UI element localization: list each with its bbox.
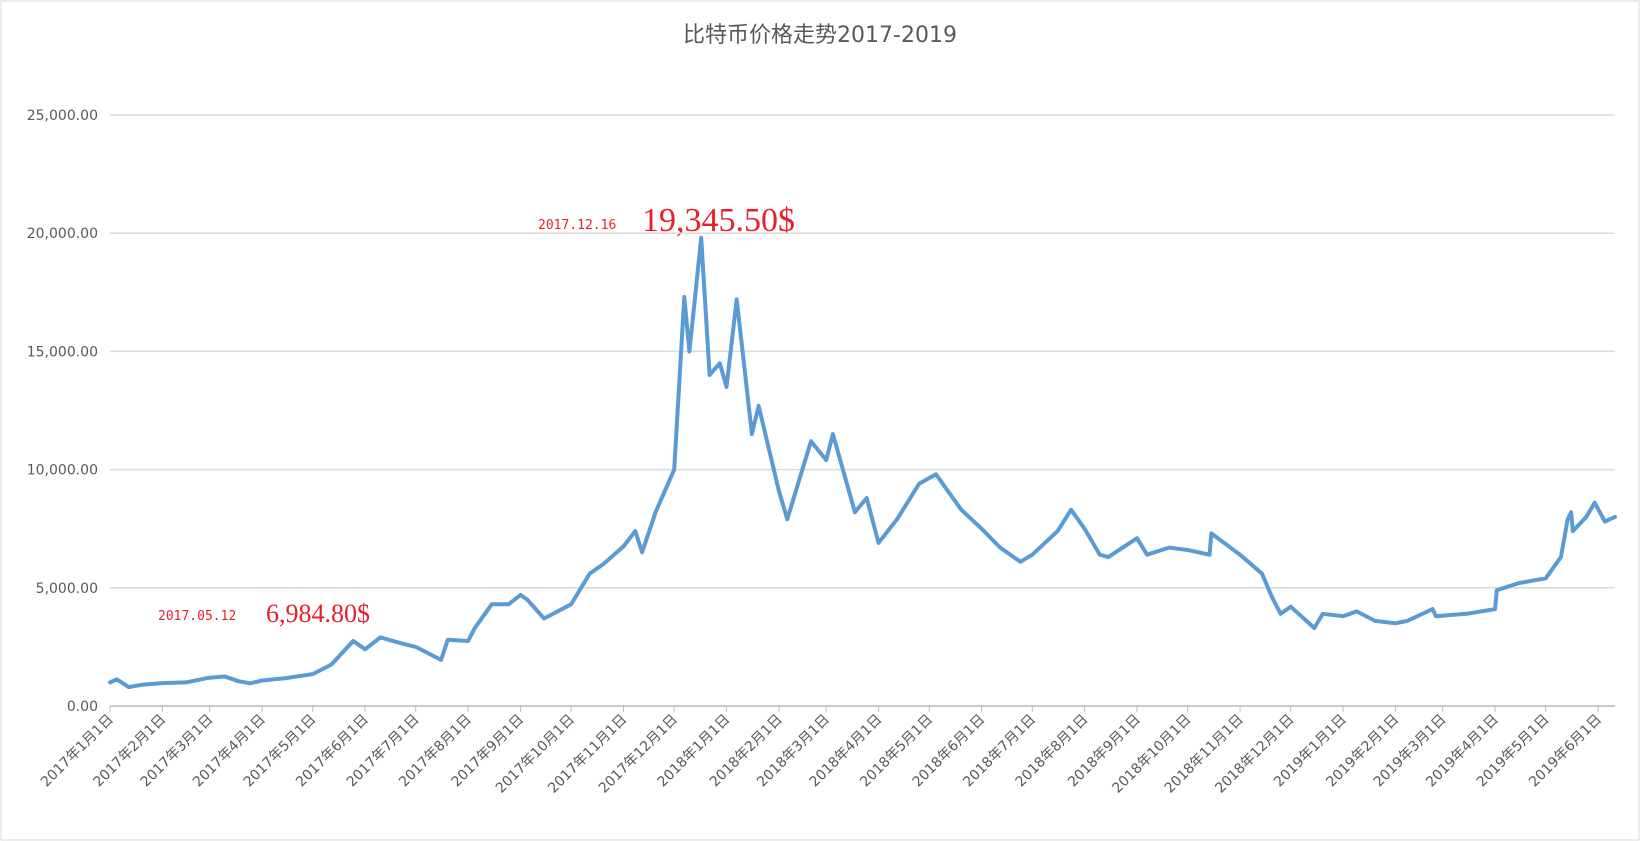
annotation-value: 6,984.80$ [266, 599, 370, 628]
y-tick-label: 25,000.00 [27, 108, 98, 124]
annotation-date: 2017.05.12 [158, 609, 236, 624]
y-tick-label: 15,000.00 [27, 344, 98, 360]
y-tick-label: 10,000.00 [27, 463, 98, 479]
y-tick-label: 20,000.00 [27, 226, 98, 242]
chart-title: 比特币价格走势2017-2019 [683, 23, 957, 48]
price-line [108, 235, 1617, 690]
y-tick-label: 0.00 [67, 699, 98, 715]
annotation-date: 2017.12.16 [538, 218, 616, 233]
y-tick-label: 5,000.00 [36, 581, 98, 597]
